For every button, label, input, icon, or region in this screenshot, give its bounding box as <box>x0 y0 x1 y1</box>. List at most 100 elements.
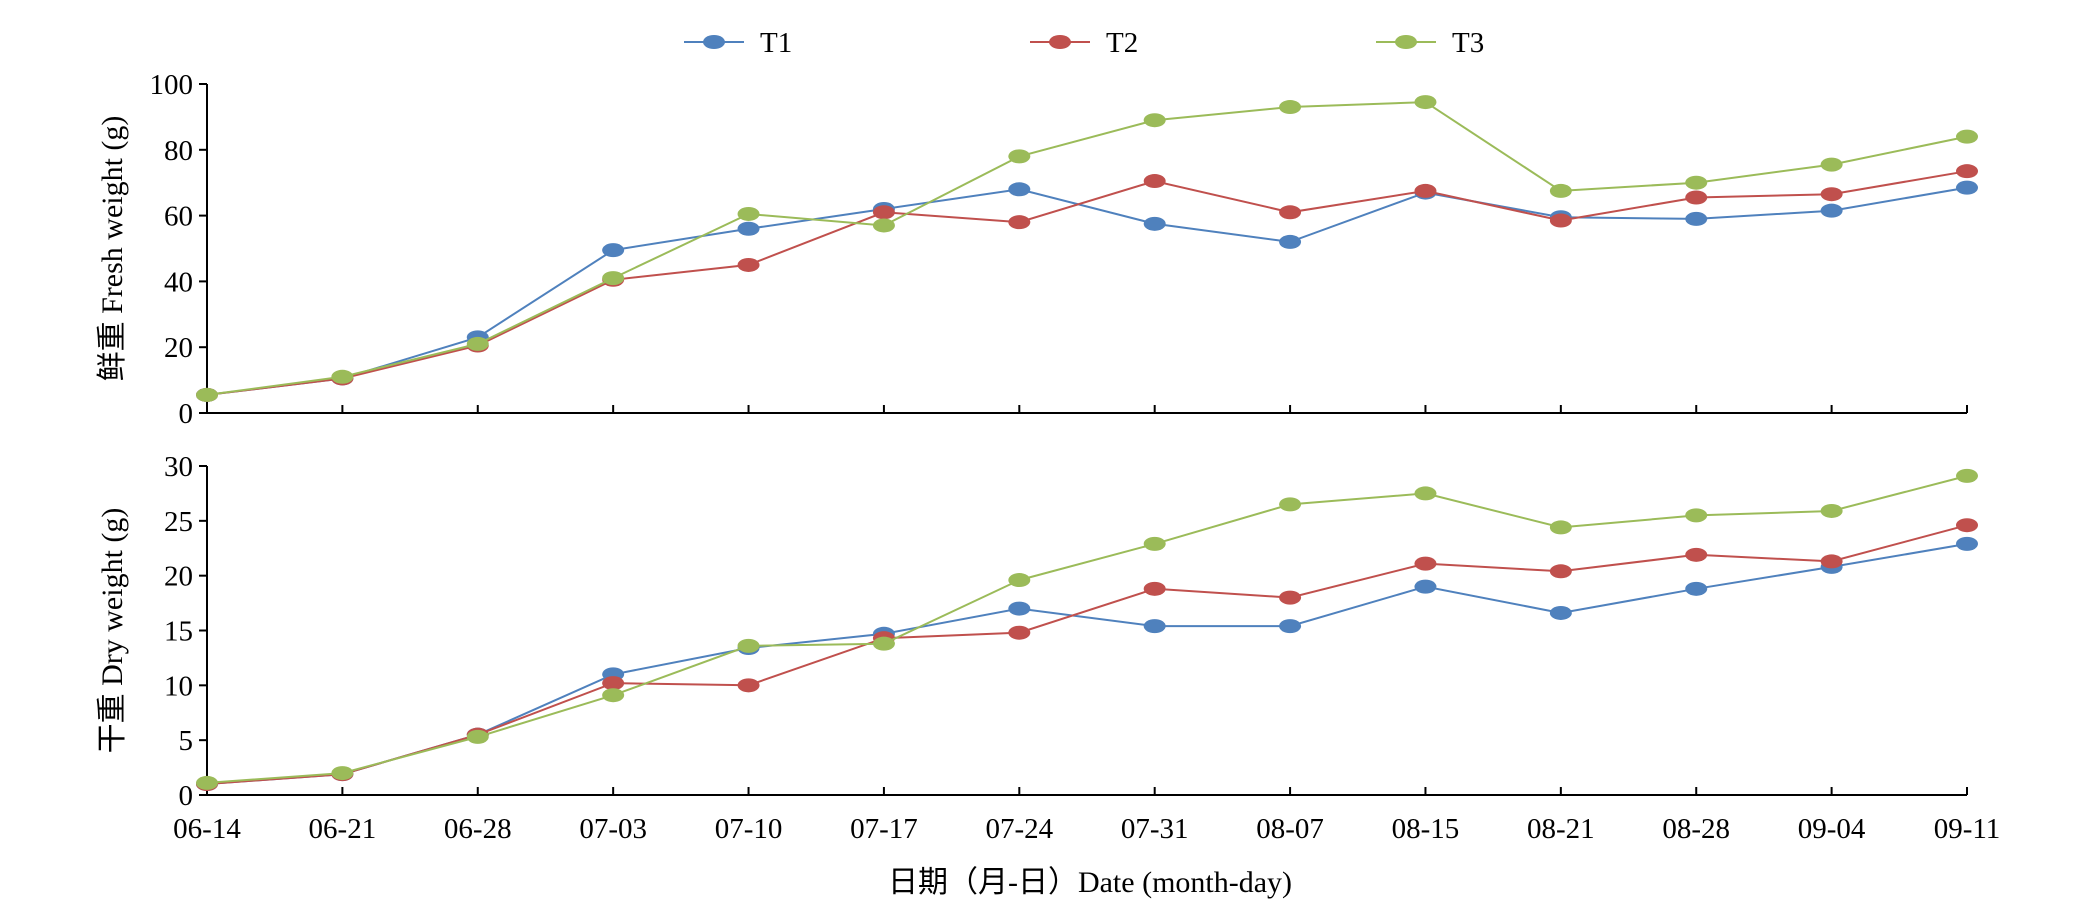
fresh-point-t3 <box>1008 149 1031 164</box>
dry-y-tick-label: 15 <box>164 616 193 648</box>
fresh-point-t2 <box>872 205 895 220</box>
fresh-point-t3 <box>1279 100 1302 115</box>
dry-series-line-t2 <box>206 524 1968 785</box>
dry-y-tick-label: 30 <box>164 451 193 483</box>
x-tick-label: 07-10 <box>715 813 783 845</box>
legend-label-t1: T1 <box>760 27 792 59</box>
fresh-point-t1 <box>1279 234 1302 249</box>
legend-marker-t3 <box>1395 35 1417 49</box>
dry-point-t2 <box>1820 554 1843 569</box>
fresh-weight-panel: 0 20 40 60 80 100 鲜重 Fresh weight (g) <box>96 69 1978 430</box>
x-tick-label: 08-15 <box>1392 813 1460 845</box>
fresh-y-tick-label: 80 <box>164 135 193 167</box>
fresh-point-t2 <box>1685 190 1708 205</box>
x-tick-label: 07-17 <box>850 813 918 845</box>
dry-point-t1 <box>1143 619 1166 634</box>
fresh-point-t2 <box>737 257 760 272</box>
x-tick-label: 08-07 <box>1256 813 1324 845</box>
fresh-point-t3 <box>466 336 489 351</box>
legend-entry-t1: T1 <box>684 27 792 59</box>
fresh-point-t2 <box>1008 215 1031 230</box>
fresh-y-tick-label: 0 <box>179 398 194 430</box>
legend-label-t3: T3 <box>1452 27 1484 59</box>
fresh-point-t3 <box>1549 183 1572 198</box>
dry-point-t3 <box>196 775 218 790</box>
dry-point-t3 <box>1414 486 1437 501</box>
dry-point-t3 <box>602 688 625 703</box>
fresh-series-line-t2 <box>206 170 1968 396</box>
fresh-point-t2 <box>1956 164 1978 179</box>
x-tick-label: 08-28 <box>1662 813 1730 845</box>
x-tick-label: 07-03 <box>579 813 647 845</box>
fresh-point-t3 <box>737 206 760 221</box>
fresh-point-t1 <box>1143 216 1166 231</box>
dry-point-t1 <box>1008 601 1031 616</box>
fresh-point-t1 <box>1956 180 1978 195</box>
fresh-point-t3 <box>1956 129 1978 144</box>
fresh-point-t3 <box>602 271 625 286</box>
dry-point-t3 <box>1279 497 1302 512</box>
x-axis-tick-labels: 06-14 06-21 06-28 07-03 07-10 07-17 07-24 07-31… <box>173 813 2000 845</box>
dry-series-line-t3 <box>206 474 1968 784</box>
dry-y-tick-label: 10 <box>164 670 193 702</box>
fresh-y-axis-title: 鲜重 Fresh weight (g) <box>96 116 129 382</box>
dry-point-t3 <box>331 766 354 781</box>
dry-point-t3 <box>1685 508 1708 523</box>
dry-y-tick-label: 5 <box>179 725 194 757</box>
fresh-point-t3 <box>872 218 895 233</box>
fresh-y-tick-label: 60 <box>164 201 193 233</box>
dry-point-t2 <box>1414 556 1437 571</box>
fresh-series-line-t1 <box>206 186 1968 396</box>
x-tick-label: 06-28 <box>444 813 512 845</box>
dry-point-t1 <box>1279 619 1302 634</box>
dry-weight-panel: 0 5 10 15 20 25 30 干重 Dry weight (g) <box>96 451 1978 812</box>
fresh-point-t2 <box>1414 183 1437 198</box>
dry-y-axis-title: 干重 Dry weight (g) <box>96 508 129 754</box>
dry-point-t1 <box>1685 581 1708 596</box>
x-tick-label: 09-11 <box>1934 813 2001 845</box>
dry-y-tick-label: 25 <box>164 506 193 538</box>
fresh-point-t3 <box>1685 175 1708 190</box>
fresh-point-t1 <box>602 243 625 258</box>
dry-point-t3 <box>1549 520 1572 535</box>
legend-entry-t3: T3 <box>1376 27 1484 59</box>
fresh-point-t3 <box>1820 157 1843 172</box>
dry-y-tick-label: 20 <box>164 561 193 593</box>
dry-series-line-t1 <box>206 542 1968 785</box>
x-axis-title: 日期（月-日）Date (month-day) <box>888 866 1292 899</box>
legend: T1 T2 T3 <box>684 27 1484 59</box>
legend-label-t2: T2 <box>1106 27 1138 59</box>
x-tick-label: 06-21 <box>309 813 377 845</box>
fresh-point-t1 <box>1685 211 1708 226</box>
fresh-y-tick-label: 40 <box>164 266 193 298</box>
fresh-point-t2 <box>1143 174 1166 189</box>
fresh-point-t2 <box>1820 187 1843 202</box>
x-tick-label: 07-31 <box>1121 813 1189 845</box>
dry-point-t3 <box>466 729 489 744</box>
fresh-point-t1 <box>737 221 760 236</box>
x-tick-label: 09-04 <box>1798 813 1866 845</box>
dry-point-t3 <box>1820 503 1843 518</box>
dry-point-t2 <box>737 678 760 693</box>
dry-point-t2 <box>602 676 625 691</box>
fresh-point-t2 <box>1549 213 1572 228</box>
fresh-point-t3 <box>196 387 218 402</box>
dry-point-t2 <box>1143 581 1166 596</box>
fresh-point-t2 <box>1279 205 1302 220</box>
dry-point-t2 <box>1549 564 1572 579</box>
legend-marker-t2 <box>1049 35 1071 49</box>
dry-y-tick-label: 0 <box>179 780 194 812</box>
fresh-point-t1 <box>1820 203 1843 218</box>
dry-point-t3 <box>737 638 760 653</box>
dry-point-t2 <box>1956 518 1978 533</box>
x-tick-label: 08-21 <box>1527 813 1595 845</box>
fresh-series-line-t3 <box>206 101 1968 396</box>
fresh-point-t3 <box>331 369 354 384</box>
dry-point-t3 <box>1956 468 1978 483</box>
fresh-y-tick-label: 20 <box>164 332 193 364</box>
fresh-point-t3 <box>1414 95 1437 110</box>
dry-point-t1 <box>1956 536 1978 551</box>
x-tick-label: 06-14 <box>173 813 241 845</box>
dry-point-t3 <box>1008 573 1031 588</box>
